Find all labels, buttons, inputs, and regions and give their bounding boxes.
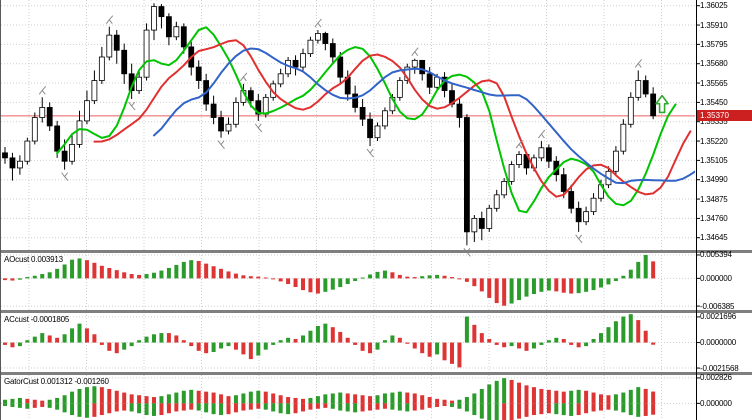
price-tick-label: 1.35105 <box>700 155 728 165</box>
ac-tick-label: 0.0021696 <box>700 312 737 322</box>
price-tick-label: 1.34645 <box>700 233 728 243</box>
price-tick-label: 1.35450 <box>700 97 728 107</box>
indicator-label-gator: GatorCust 0.001312 -0.001260 <box>4 377 109 386</box>
price-tick-label: 1.35565 <box>700 78 728 88</box>
gator-tick-label: 0.002826 <box>700 373 732 383</box>
indicator-label-ao: AOcust 0.003913 <box>4 255 63 264</box>
price-tick-label: 1.36025 <box>700 1 728 11</box>
gator-tick-label: 0.000000 <box>700 398 732 408</box>
indicator-label-ac: ACcust -0.0001805 <box>4 315 70 324</box>
ac-tick-label: 0.0000000 <box>700 338 737 348</box>
price-tick-label: 1.35795 <box>700 39 728 49</box>
price-tick-label: 1.35220 <box>700 136 728 146</box>
price-tick-label: 1.35335 <box>700 117 728 127</box>
ao-tick-label: -0.006385 <box>700 301 735 311</box>
current-price-value: 1.35370 <box>700 111 729 121</box>
ao-tick-label: 0.000000 <box>700 273 732 283</box>
price-tick-label: 1.34760 <box>700 213 728 223</box>
ao-tick-label: 0.005394 <box>700 250 732 260</box>
price-tick-label: 1.35910 <box>700 20 728 30</box>
price-tick-label: 1.34990 <box>700 175 728 185</box>
price-tick-label: 1.35680 <box>700 59 728 69</box>
current-price-badge: 1.35370 <box>697 110 752 122</box>
ac-tick-label: -0.0021568 <box>700 363 739 373</box>
price-tick-label: 1.34875 <box>700 194 728 204</box>
